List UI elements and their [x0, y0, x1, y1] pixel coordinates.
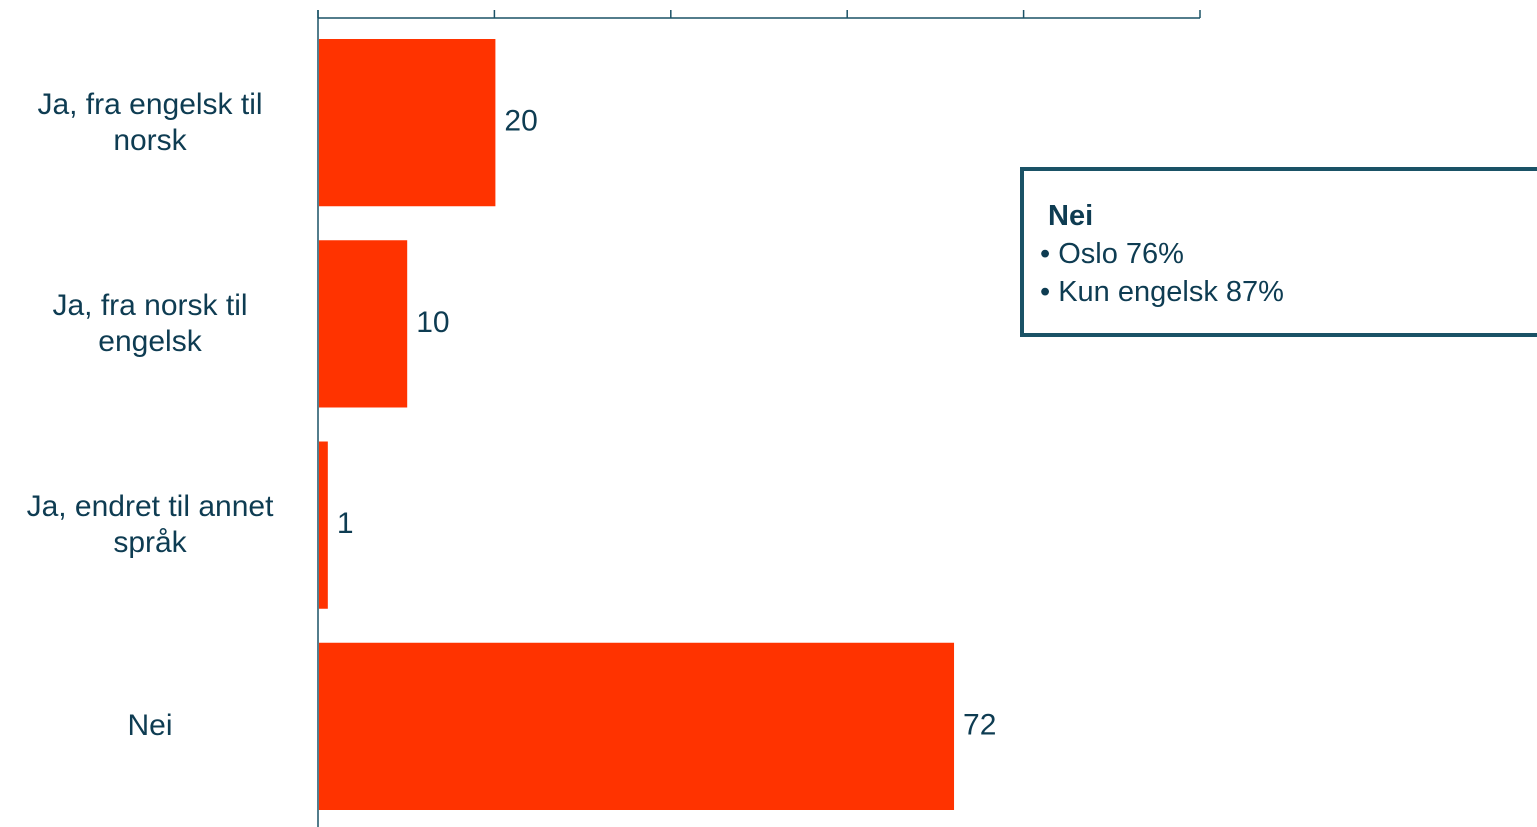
category-label: Nei: [127, 709, 173, 743]
category-label: Ja, fra norsk til engelsk: [52, 288, 248, 358]
bar: [319, 441, 328, 609]
category-label: Ja, endret til annet språk: [26, 490, 274, 560]
bar: [319, 240, 408, 408]
value-label: 1: [337, 507, 354, 540]
value-label: 20: [504, 105, 537, 138]
annotation-title: Nei: [1048, 200, 1094, 232]
value-label: 72: [963, 708, 996, 741]
annotation-line: • Oslo 76%: [1040, 238, 1184, 270]
annotation-line: • Kun engelsk 87%: [1040, 276, 1284, 308]
bar: [319, 642, 955, 810]
category-label: Ja, fra engelsk til norsk: [37, 87, 263, 157]
bar: [319, 39, 496, 207]
annotation-box: Nei • Oslo 76% • Kun engelsk 87%: [1020, 167, 1537, 337]
value-label: 10: [416, 306, 449, 339]
